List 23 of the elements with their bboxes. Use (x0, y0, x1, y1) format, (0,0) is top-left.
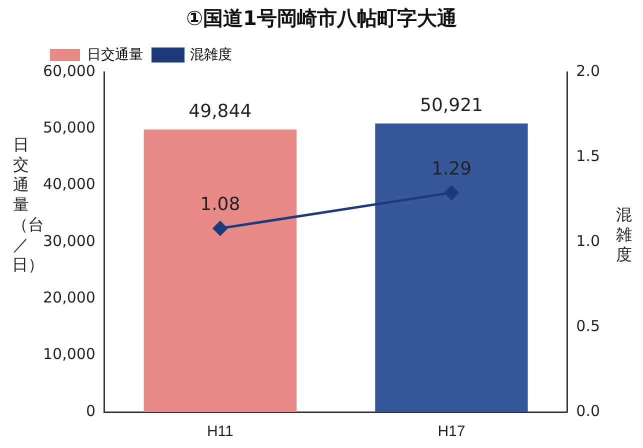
y-tick-label: 50,000 (42, 118, 96, 137)
y2-tick-label: 1.0 (576, 232, 600, 250)
y2-tick-label: 2.0 (576, 62, 600, 80)
data-label: 50,921 (420, 95, 483, 116)
y-tick-label: 20,000 (42, 288, 96, 307)
y2-axis-title: 混雑度 (615, 205, 633, 265)
legend-label: 混雑度 (190, 46, 232, 62)
data-label: 1.08 (200, 194, 240, 216)
y-axis-title: 日交通量（台／日） (12, 135, 44, 275)
y2-tick-label: 1.5 (576, 146, 600, 165)
y2-tick-label: 0.5 (576, 316, 600, 335)
y-tick-label: 40,000 (42, 175, 96, 194)
x-tick-label: H17 (438, 423, 466, 440)
y-tick-label: 10,000 (42, 345, 96, 364)
y-tick-label: 30,000 (42, 232, 96, 250)
data-label: 1.29 (431, 158, 472, 180)
chart-title: ①国道1号岡崎市八帖町字大通 (186, 6, 457, 30)
data-label: 49,844 (188, 101, 252, 122)
y-tick-label: 0 (86, 402, 96, 420)
y2-tick-label: 0.0 (576, 402, 600, 420)
y-tick-label: 60,000 (42, 62, 96, 80)
legend-label: 日交通量 (87, 46, 143, 62)
x-tick-label: H11 (206, 423, 234, 440)
